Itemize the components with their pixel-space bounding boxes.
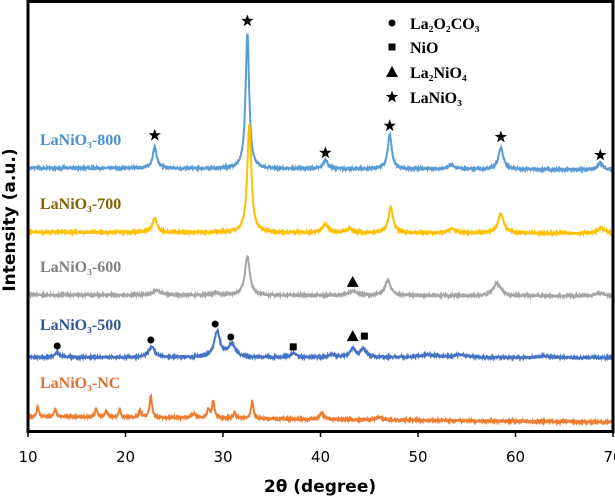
series-label: LaNiO₃-500	[40, 317, 121, 334]
star-marker	[319, 146, 332, 159]
legend-star-icon	[385, 90, 399, 103]
legend-circle-icon	[388, 19, 396, 27]
x-tick-label: 70	[603, 448, 615, 466]
x-tick-label: 50	[408, 448, 427, 466]
series-label: LaNiO₃-NC	[40, 375, 120, 392]
x-axis-label: 2θ (degree)	[264, 477, 376, 497]
legend: La₂O₂CO₃ NiO La₂NiO₄ LaNiO₃	[385, 16, 480, 107]
triangle-marker	[346, 275, 359, 287]
legend-label: LaNiO₃	[410, 90, 462, 107]
circle-marker	[53, 342, 61, 350]
series-label: LaNiO₃-700	[40, 196, 121, 213]
circle-marker	[227, 333, 235, 341]
circle-marker	[211, 320, 219, 328]
x-tick-label: 10	[18, 448, 37, 466]
legend-label: La₂O₂CO₃	[410, 16, 480, 33]
legend-label: La₂NiO₄	[410, 65, 467, 82]
series-line-1	[27, 121, 614, 238]
series-line-4	[27, 392, 614, 427]
circle-marker	[147, 336, 155, 344]
star-marker	[241, 14, 254, 27]
y-axis-label: Intensity (a.u.)	[0, 148, 20, 291]
legend-square-icon	[388, 43, 396, 51]
peak-markers	[53, 14, 607, 351]
legend-label: NiO	[410, 40, 438, 57]
series-label: LaNiO₃-800	[40, 132, 121, 149]
series-labels: LaNiO₃-800 LaNiO₃-700 LaNiO₃-600 LaNiO₃-500…	[40, 132, 121, 392]
square-marker	[289, 343, 297, 351]
x-tick-label: 20	[116, 448, 135, 466]
x-tick-label: 40	[311, 448, 330, 466]
series-line-3	[27, 326, 614, 363]
star-marker	[383, 119, 396, 132]
x-tick-label: 30	[213, 448, 232, 466]
series-line-0	[27, 33, 614, 174]
star-marker	[594, 148, 607, 161]
x-tick-label: 60	[506, 448, 525, 466]
series-line-2	[27, 255, 614, 301]
triangle-marker	[346, 330, 359, 342]
plot-frame	[26, 0, 615, 433]
x-axis-ticks: 10 20 30 40 50 60 70	[18, 432, 615, 466]
star-marker	[148, 128, 161, 141]
series-curves	[27, 33, 614, 427]
legend-triangle-icon	[386, 66, 398, 77]
square-marker	[360, 332, 368, 340]
series-label: LaNiO₃-600	[40, 259, 121, 276]
star-marker	[494, 130, 508, 143]
